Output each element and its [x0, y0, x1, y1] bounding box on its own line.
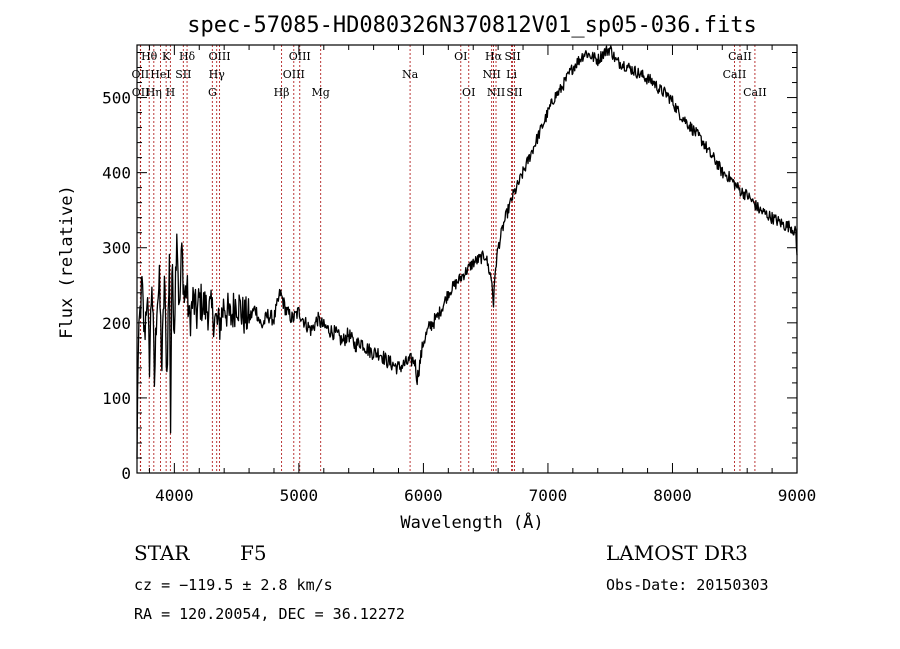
line-label-6: Hα	[485, 50, 503, 63]
y-tick-label: 300	[102, 239, 131, 258]
y-axis-ticks: 0 100 200 300 400 500	[102, 52, 797, 483]
line-label-17: CaII	[723, 68, 747, 81]
line-label-4: OIII	[289, 50, 311, 63]
line-label-5: OI	[454, 50, 467, 63]
x-tick-label: 4000	[155, 486, 194, 505]
x-axis-ticks: 4000 5000 6000 7000 8000 9000	[148, 45, 817, 505]
line-label-15: NII	[482, 68, 500, 81]
line-label-7: SII	[504, 50, 520, 63]
y-tick-label: 100	[102, 389, 131, 408]
line-label-0: Hθ	[141, 50, 158, 63]
line-label-14: Na	[402, 68, 419, 81]
coordinates: RA = 120.20054, DEC = 36.12272	[134, 605, 405, 623]
line-label-26: SII	[506, 86, 522, 99]
line-label-3: OIII	[209, 50, 231, 63]
line-label-21: G	[208, 86, 217, 99]
line-label-22: Hβ	[274, 86, 290, 99]
line-label-12: Hγ	[209, 68, 226, 81]
y-tick-label: 200	[102, 314, 131, 333]
plot-frame	[136, 44, 798, 474]
line-label-23: Mg	[312, 86, 330, 99]
x-tick-label: 5000	[280, 486, 319, 505]
line-label-1: K	[162, 50, 171, 63]
x-tick-label: 8000	[653, 486, 692, 505]
x-tick-label: 7000	[529, 486, 568, 505]
y-tick-label: 0	[121, 464, 131, 483]
line-label-20: H	[166, 86, 176, 99]
y-axis-label: Flux (relative)	[57, 185, 77, 339]
line-label-27: CaII	[743, 86, 767, 99]
survey-name: LAMOST DR3	[606, 541, 748, 565]
line-label-8: CaII	[728, 50, 752, 63]
line-label-25: NII	[487, 86, 505, 99]
x-axis-label: Wavelength (Å)	[400, 511, 543, 533]
line-label-13: OIII	[283, 68, 305, 81]
object-class: STAR	[134, 541, 190, 565]
line-label-11: SII	[175, 68, 191, 81]
line-label-19: Hη	[146, 86, 162, 99]
line-label-16: Li	[506, 68, 517, 81]
redshift-cz: cz = −119.5 ± 2.8 km/s	[134, 576, 333, 594]
y-tick-label: 400	[102, 164, 131, 183]
x-tick-label: 6000	[404, 486, 443, 505]
observation-date: Obs-Date: 20150303	[606, 576, 769, 594]
line-label-18: OII	[132, 86, 150, 99]
x-tick-label: 9000	[778, 486, 817, 505]
spectral-line-markers	[139, 45, 756, 473]
object-subclass: F5	[240, 541, 267, 565]
y-tick-label: 500	[102, 89, 131, 108]
line-label-2: Hδ	[179, 50, 196, 63]
chart-title: spec-57085-HD080326N370812V01_sp05-036.f…	[187, 13, 757, 38]
spectrum-series-line	[136, 45, 798, 460]
line-label-24: OI	[462, 86, 475, 99]
line-label-10: HeI	[150, 68, 170, 81]
line-label-9: OII	[132, 68, 150, 81]
